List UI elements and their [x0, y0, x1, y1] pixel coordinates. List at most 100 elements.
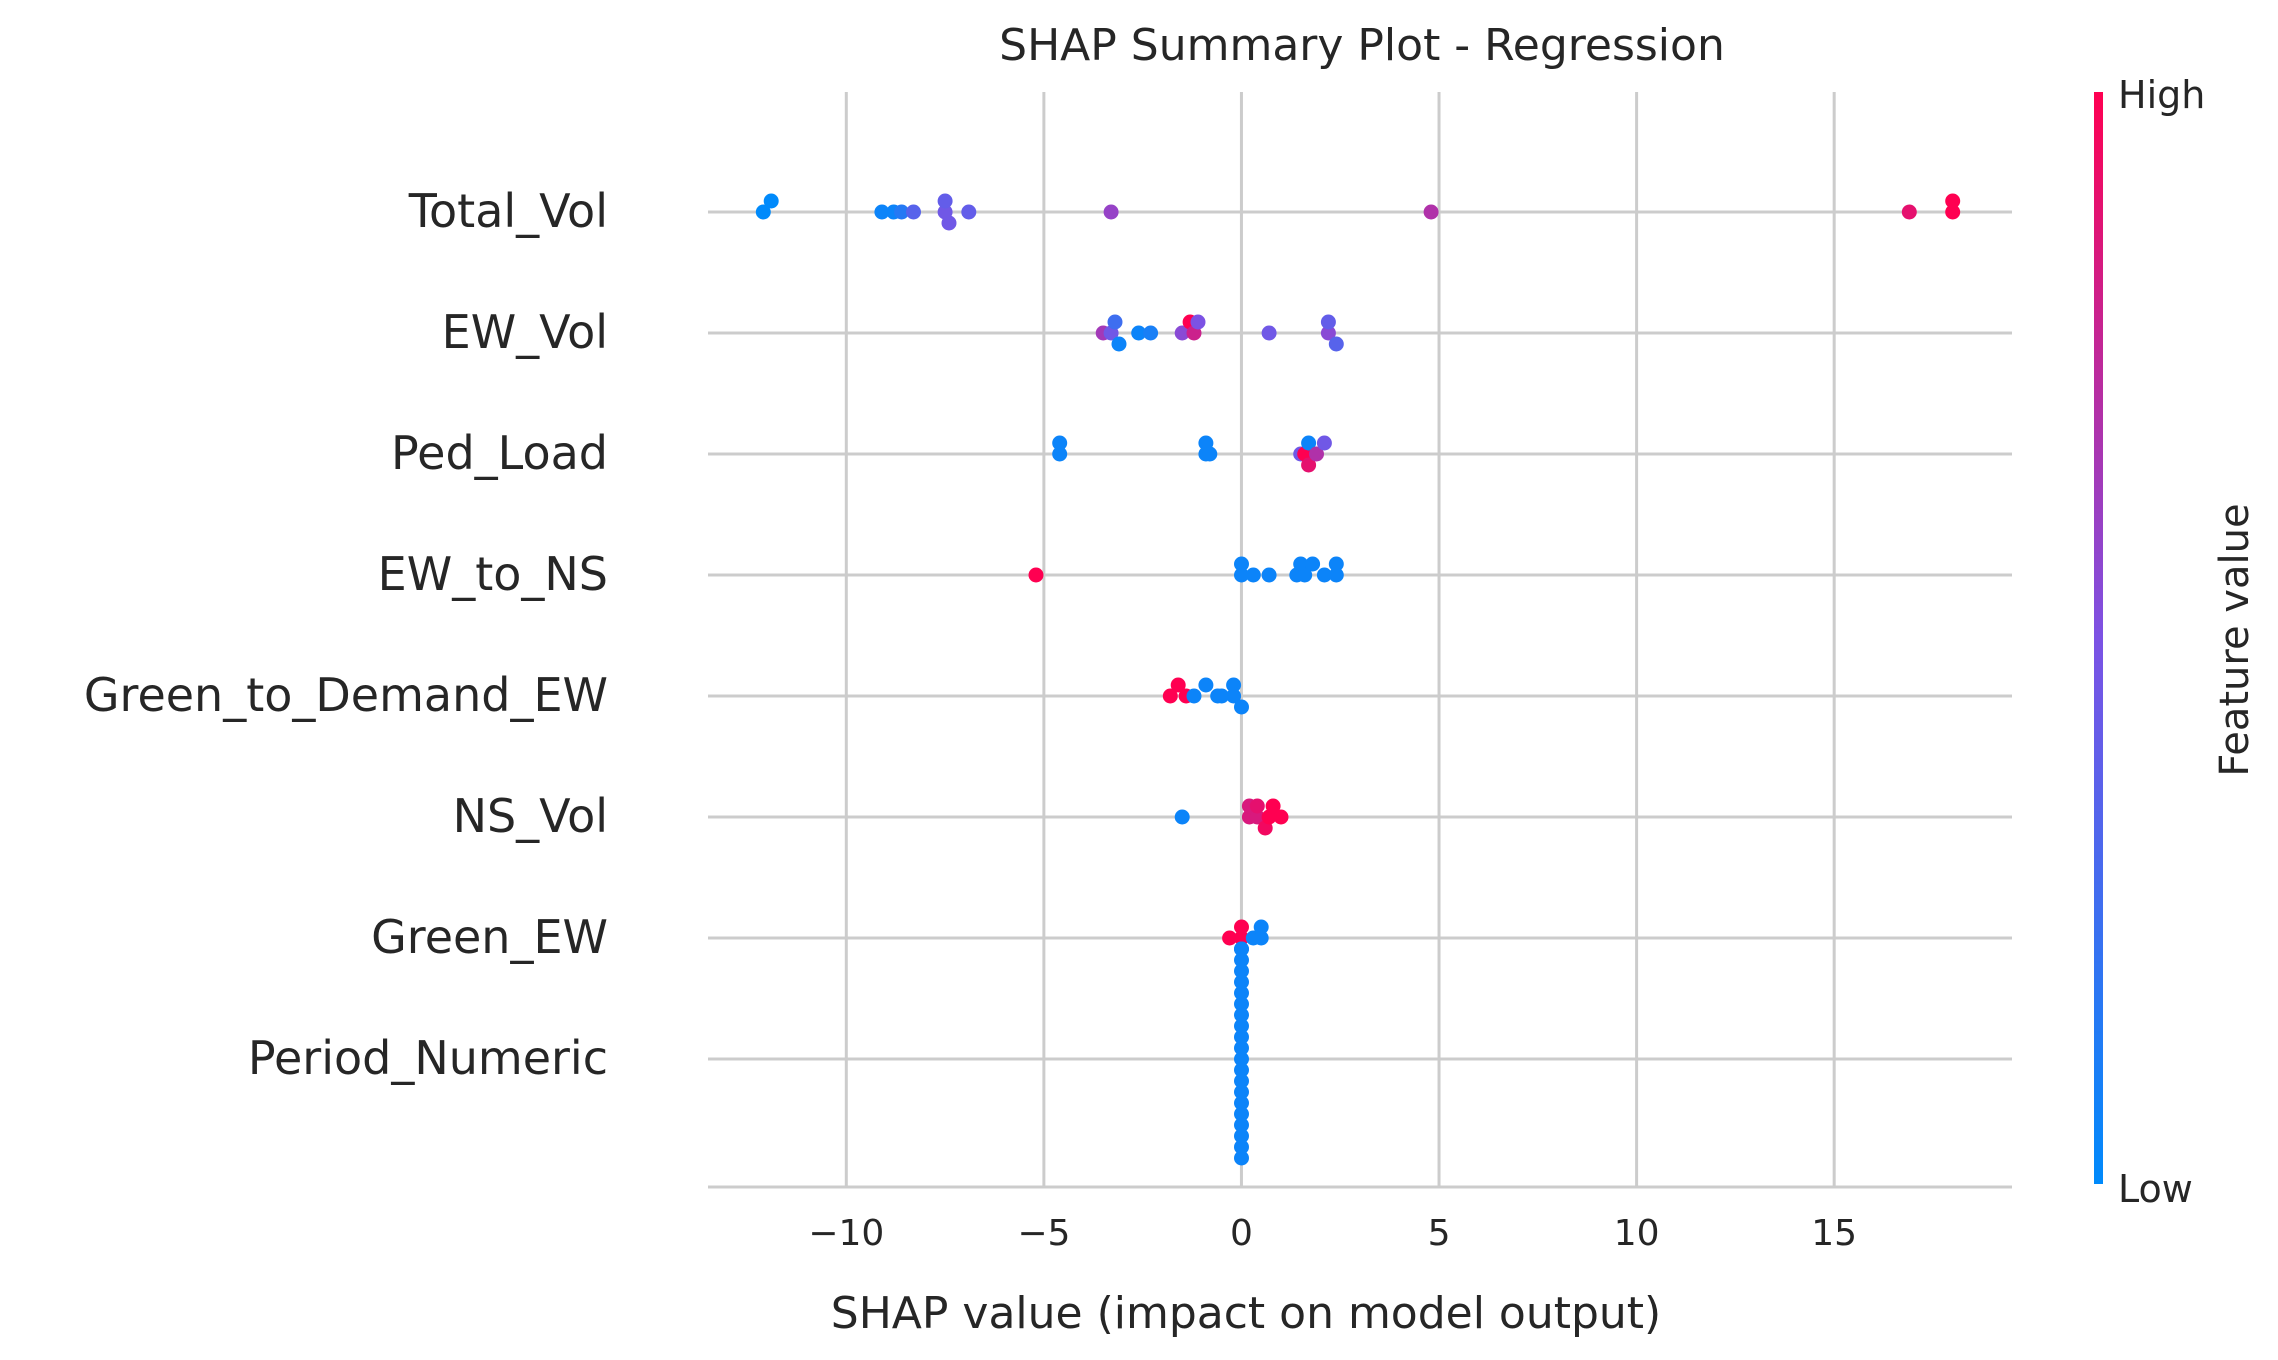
feature-label: Green_to_Demand_EW [84, 668, 608, 722]
shap-point [1170, 677, 1186, 693]
shap-point [1234, 963, 1249, 979]
feature-label: NS_Vol [453, 789, 608, 843]
x-tick-label: 15 [1811, 1213, 1857, 1254]
shap-point [1234, 1084, 1249, 1100]
shap-point [1226, 677, 1242, 693]
feature-label: EW_to_NS [378, 547, 608, 601]
colorbar-title: Feature value [2212, 503, 2258, 776]
colorbar-low-label: Low [2118, 1167, 2193, 1211]
shap-point [1214, 688, 1230, 704]
shap-point [755, 204, 771, 220]
shap-point [1234, 974, 1249, 990]
shap-point [1162, 688, 1178, 704]
shap-point [1234, 1029, 1249, 1045]
shap-point [1901, 204, 1917, 220]
colorbar-high-label: High [2118, 73, 2205, 117]
shap-point [1249, 809, 1265, 825]
shap-point [1253, 930, 1269, 946]
shap-point [1234, 1139, 1249, 1155]
shap-point [1234, 941, 1249, 957]
shap-point [1226, 688, 1242, 704]
shap-point [1234, 1062, 1249, 1078]
shap-point [1265, 798, 1281, 814]
shap-point [1234, 985, 1249, 1001]
shap-point [1945, 193, 1961, 209]
shap-point [894, 204, 910, 220]
feature-label: Period_Numeric [248, 1031, 608, 1085]
shap-point [1234, 699, 1249, 715]
shap-point [1316, 567, 1332, 583]
shap-point [1328, 336, 1344, 352]
shap-point [1186, 688, 1202, 704]
feature-label: Total_Vol [408, 184, 608, 238]
shap-point [1234, 1018, 1249, 1034]
shap-point [1261, 567, 1277, 583]
shap-point [1301, 435, 1317, 451]
shap-point [1234, 567, 1249, 583]
chart-title: SHAP Summary Plot - Regression [999, 20, 1725, 71]
shap-point [1234, 996, 1249, 1012]
shap-point [1234, 1007, 1249, 1023]
shap-point [937, 193, 953, 209]
shap-point [1234, 1150, 1249, 1166]
shap-point [1273, 809, 1289, 825]
shap-point [1052, 446, 1068, 462]
shap-point [1423, 204, 1439, 220]
shap-point [1234, 930, 1249, 946]
feature-labels: Total_Vol EW_Vol Ped_Load EW_to_NS Green_to_… [84, 184, 608, 1085]
shap-point [1234, 1117, 1249, 1133]
shap-point [1190, 314, 1206, 330]
shap-point [1316, 435, 1332, 451]
x-tick-label: −10 [808, 1213, 884, 1254]
shap-point [1052, 435, 1068, 451]
shap-point [961, 204, 977, 220]
feature-label: Green_EW [371, 910, 608, 964]
shap-point [1253, 919, 1269, 935]
shap-point [1261, 325, 1277, 341]
shap-point [1174, 325, 1190, 341]
feature-label: Ped_Load [391, 426, 608, 480]
shap-point [1245, 567, 1261, 583]
shap-point [1234, 1073, 1249, 1089]
shap-point [1234, 1051, 1249, 1067]
colorbar [2094, 92, 2103, 1184]
x-tick-label: 0 [1230, 1213, 1253, 1254]
shap-point [1198, 677, 1214, 693]
shap-point [1305, 556, 1321, 572]
shap-point [1234, 1040, 1249, 1056]
x-axis-ticks: −10 −5 0 5 10 15 [808, 1213, 1857, 1254]
shap-point [1174, 809, 1190, 825]
shap-point [1234, 1106, 1249, 1122]
shap-point [1301, 457, 1317, 473]
vertical-gridlines [844, 92, 1836, 1187]
shap-point [1143, 325, 1159, 341]
shap-point [874, 204, 890, 220]
shap-point [1111, 336, 1127, 352]
shap-point [1945, 204, 1961, 220]
shap-point [1234, 1128, 1249, 1144]
feature-label: EW_Vol [442, 305, 608, 359]
x-tick-label: −5 [1017, 1213, 1070, 1254]
shap-point [1309, 446, 1324, 462]
shap-points [755, 193, 1961, 1166]
shap-point [1107, 314, 1123, 330]
shap-point [1249, 798, 1265, 814]
shap-point [1222, 930, 1238, 946]
shap-point [1202, 446, 1218, 462]
shap-point [941, 215, 957, 231]
shap-point [1320, 314, 1336, 330]
shap-point [1234, 1095, 1249, 1111]
x-axis-label: SHAP value (impact on model output) [831, 1288, 1661, 1339]
shap-point [1328, 567, 1344, 583]
feature-row-lines [708, 210, 2012, 1061]
shap-point [763, 193, 779, 209]
x-tick-label: 5 [1428, 1213, 1451, 1254]
shap-point [1234, 556, 1249, 572]
shap-point [1234, 952, 1249, 968]
x-tick-label: 10 [1614, 1213, 1660, 1254]
shap-point [1028, 567, 1044, 583]
shap-point [1297, 567, 1313, 583]
shap-point [1328, 556, 1344, 572]
shap-point [1103, 204, 1119, 220]
